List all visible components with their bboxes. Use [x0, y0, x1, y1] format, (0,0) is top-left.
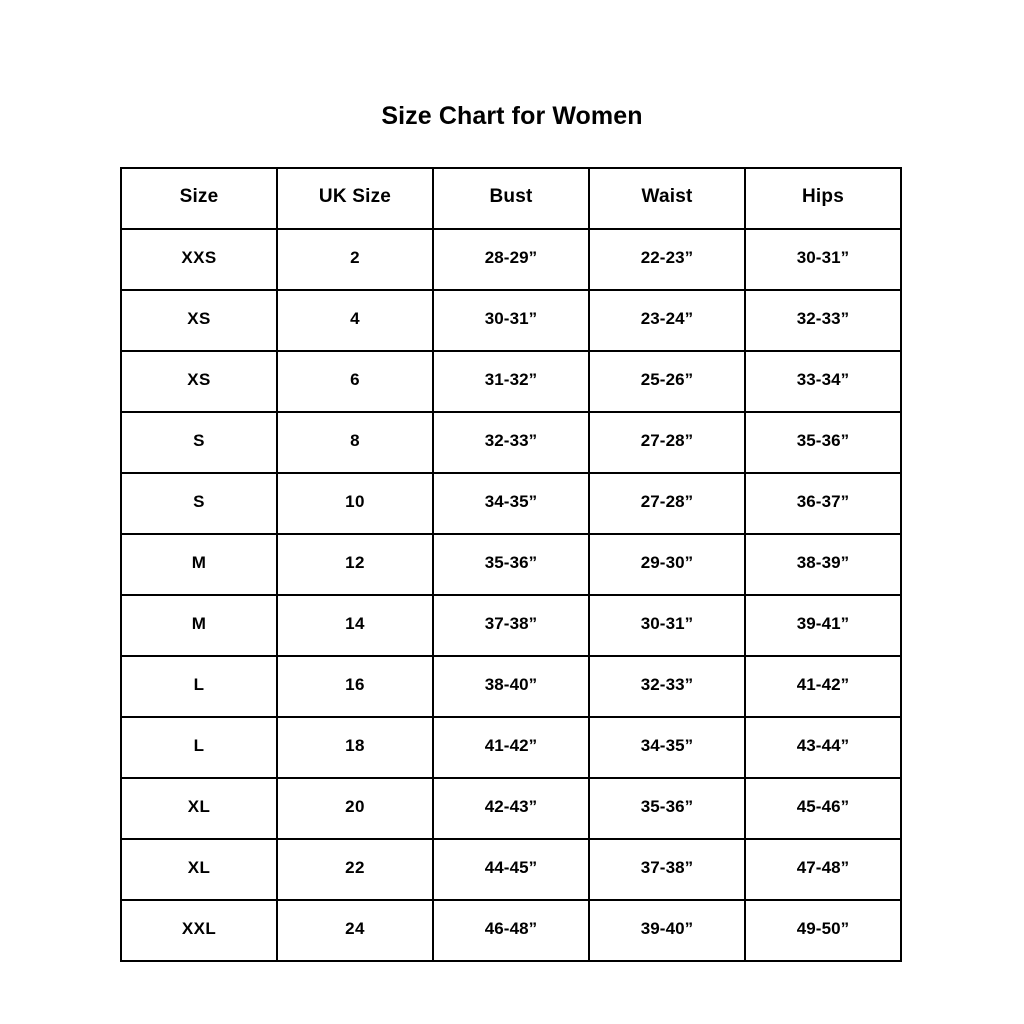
cell-size: L [120, 716, 278, 779]
cell-size: XXL [120, 899, 278, 962]
table-body: XXS 2 28-29” 22-23” 30-31” XS 4 30-31” 23-24” 32-… [120, 228, 902, 962]
cell-uk: 18 [276, 716, 434, 779]
cell-waist: 23-24” [588, 289, 746, 352]
table-header: Size UK Size Bust Waist Hips [120, 167, 902, 230]
cell-size: M [120, 533, 278, 596]
table-row: XS 6 31-32” 25-26” 33-34” [120, 350, 902, 413]
cell-waist: 22-23” [588, 228, 746, 291]
cell-bust: 38-40” [432, 655, 590, 718]
cell-waist: 35-36” [588, 777, 746, 840]
cell-hips: 30-31” [744, 228, 902, 291]
table-row: XXS 2 28-29” 22-23” 30-31” [120, 228, 902, 291]
cell-bust: 30-31” [432, 289, 590, 352]
table-row: XL 20 42-43” 35-36” 45-46” [120, 777, 902, 840]
cell-bust: 44-45” [432, 838, 590, 901]
cell-bust: 28-29” [432, 228, 590, 291]
cell-hips: 47-48” [744, 838, 902, 901]
cell-waist: 25-26” [588, 350, 746, 413]
cell-uk: 14 [276, 594, 434, 657]
table-row: S 10 34-35” 27-28” 36-37” [120, 472, 902, 535]
cell-size: S [120, 411, 278, 474]
cell-waist: 37-38” [588, 838, 746, 901]
cell-hips: 36-37” [744, 472, 902, 535]
cell-bust: 32-33” [432, 411, 590, 474]
cell-hips: 38-39” [744, 533, 902, 596]
cell-uk: 6 [276, 350, 434, 413]
cell-uk: 8 [276, 411, 434, 474]
cell-uk: 22 [276, 838, 434, 901]
cell-hips: 41-42” [744, 655, 902, 718]
cell-bust: 31-32” [432, 350, 590, 413]
table-row: XS 4 30-31” 23-24” 32-33” [120, 289, 902, 352]
cell-waist: 27-28” [588, 411, 746, 474]
table-row: M 14 37-38” 30-31” 39-41” [120, 594, 902, 657]
cell-uk: 16 [276, 655, 434, 718]
table-row: L 16 38-40” 32-33” 41-42” [120, 655, 902, 718]
cell-uk: 24 [276, 899, 434, 962]
cell-uk: 2 [276, 228, 434, 291]
cell-hips: 45-46” [744, 777, 902, 840]
cell-size: M [120, 594, 278, 657]
cell-hips: 39-41” [744, 594, 902, 657]
column-header-waist: Waist [588, 167, 746, 230]
size-chart-table: Size UK Size Bust Waist Hips XXS 2 28-29” 22-23… [120, 167, 902, 962]
cell-hips: 49-50” [744, 899, 902, 962]
cell-hips: 35-36” [744, 411, 902, 474]
cell-hips: 33-34” [744, 350, 902, 413]
cell-size: XL [120, 777, 278, 840]
cell-bust: 42-43” [432, 777, 590, 840]
cell-waist: 29-30” [588, 533, 746, 596]
table-row: XL 22 44-45” 37-38” 47-48” [120, 838, 902, 901]
table-row: XXL 24 46-48” 39-40” 49-50” [120, 899, 902, 962]
cell-size: S [120, 472, 278, 535]
cell-waist: 30-31” [588, 594, 746, 657]
column-header-size: Size [120, 167, 278, 230]
cell-hips: 32-33” [744, 289, 902, 352]
cell-bust: 46-48” [432, 899, 590, 962]
cell-uk: 12 [276, 533, 434, 596]
cell-waist: 32-33” [588, 655, 746, 718]
column-header-bust: Bust [432, 167, 590, 230]
cell-size: XS [120, 289, 278, 352]
cell-size: L [120, 655, 278, 718]
cell-uk: 10 [276, 472, 434, 535]
cell-size: XXS [120, 228, 278, 291]
cell-bust: 34-35” [432, 472, 590, 535]
cell-waist: 39-40” [588, 899, 746, 962]
cell-waist: 34-35” [588, 716, 746, 779]
cell-size: XL [120, 838, 278, 901]
cell-uk: 4 [276, 289, 434, 352]
column-header-hips: Hips [744, 167, 902, 230]
table-row: S 8 32-33” 27-28” 35-36” [120, 411, 902, 474]
cell-uk: 20 [276, 777, 434, 840]
table-row: L 18 41-42” 34-35” 43-44” [120, 716, 902, 779]
page-title: Size Chart for Women [381, 102, 643, 130]
cell-size: XS [120, 350, 278, 413]
table-row: M 12 35-36” 29-30” 38-39” [120, 533, 902, 596]
cell-hips: 43-44” [744, 716, 902, 779]
cell-bust: 35-36” [432, 533, 590, 596]
cell-bust: 41-42” [432, 716, 590, 779]
table-header-row: Size UK Size Bust Waist Hips [120, 167, 902, 230]
column-header-uk: UK Size [276, 167, 434, 230]
cell-waist: 27-28” [588, 472, 746, 535]
cell-bust: 37-38” [432, 594, 590, 657]
